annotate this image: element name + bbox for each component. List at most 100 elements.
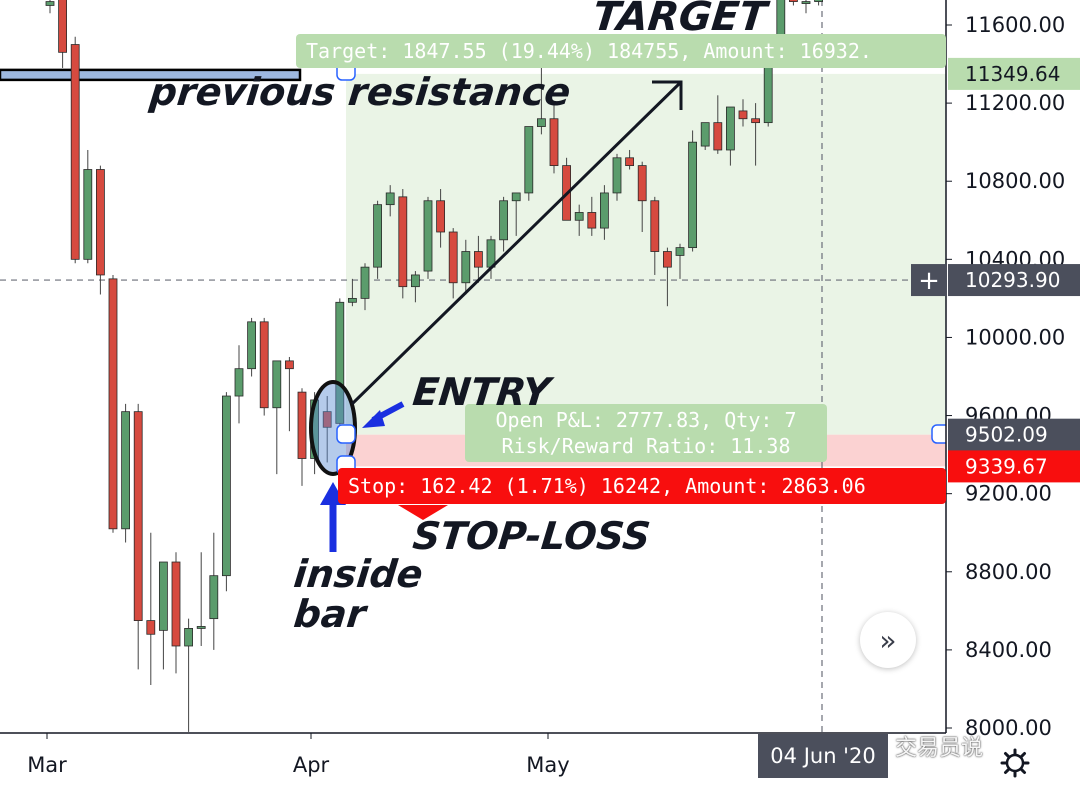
candle-body xyxy=(45,1,55,6)
candle-body xyxy=(410,274,420,288)
crosshair-price-badge-bg xyxy=(948,264,1080,297)
candle-body xyxy=(600,192,609,229)
candle-body xyxy=(360,266,370,299)
profit-zone xyxy=(346,73,946,435)
candle-body xyxy=(448,231,458,284)
candle-body xyxy=(663,251,672,268)
entry-annotation: ENTRY xyxy=(410,370,553,414)
crosshair-plus-bg xyxy=(911,264,947,297)
candle-body xyxy=(700,122,710,147)
candle-body xyxy=(121,411,130,530)
candle-body xyxy=(726,106,735,151)
crosshair-plus-icon: + xyxy=(918,266,940,296)
candle-body xyxy=(284,360,294,370)
candle-body xyxy=(209,575,219,620)
entry-price-badge-bg xyxy=(948,418,1080,451)
target-price-badge-bg xyxy=(948,57,1080,90)
time-tick-label: May xyxy=(526,753,569,777)
stop-price-badge-bg xyxy=(948,450,1080,483)
candle-body xyxy=(133,411,143,621)
inside-bar-annotation-line2: bar xyxy=(291,592,368,636)
price-tick-label: 8800.00 xyxy=(965,560,1052,584)
pnl-line-1: Open P&L: 2777.83, Qty: 7 xyxy=(495,408,797,432)
candle-body xyxy=(259,321,269,409)
stop-label-pointer xyxy=(398,505,448,520)
candle-body xyxy=(184,628,194,647)
entry-arrow-head xyxy=(362,410,385,428)
candle-body xyxy=(524,126,534,194)
candle-body xyxy=(637,165,647,202)
price-tick-label: 8000.00 xyxy=(965,716,1052,740)
candle-body xyxy=(146,620,156,635)
candle-body xyxy=(83,169,93,260)
candle-body xyxy=(751,118,760,124)
double-chevron-right-icon: » xyxy=(879,623,897,657)
candle-body xyxy=(347,297,357,303)
candle-body xyxy=(322,411,332,428)
price-tick-label: 8400.00 xyxy=(965,638,1052,662)
candle-body xyxy=(171,561,181,647)
stop-price-badge: 9339.67 xyxy=(965,454,1048,478)
candle-body xyxy=(675,247,685,256)
trend-arrow-head xyxy=(652,80,683,110)
resistance-line xyxy=(0,68,302,82)
candle-body xyxy=(511,192,521,202)
price-tick-label: 10800.00 xyxy=(965,169,1065,193)
candle-body xyxy=(814,0,823,2)
price-tick-label: 10000.00 xyxy=(965,325,1065,349)
price-tick-label: 9200.00 xyxy=(965,482,1052,506)
entry-price-badge: 9502.09 xyxy=(965,423,1048,447)
candle-body xyxy=(335,301,345,424)
time-badge: 04 Jun '20 xyxy=(758,734,888,778)
trend-arrow-line xyxy=(350,80,683,406)
gear-icon[interactable] xyxy=(1000,748,1030,778)
watermark: 交易员说 xyxy=(895,736,984,761)
candle-body xyxy=(537,118,546,127)
candle-body xyxy=(234,368,244,397)
candle-body xyxy=(688,141,697,249)
candle-body xyxy=(486,239,496,268)
target-price-badge: 11349.64 xyxy=(965,62,1060,86)
candle-body xyxy=(272,360,282,409)
previous-resistance-annotation: previous resistance xyxy=(147,70,573,114)
scroll-to-realtime-button[interactable]: » xyxy=(860,612,916,668)
target-annotation: TARGET xyxy=(590,0,769,40)
candle-body xyxy=(196,626,206,629)
candle-body xyxy=(801,1,811,4)
candle-body xyxy=(247,321,257,370)
price-scale-bg xyxy=(946,0,1080,733)
candle-body xyxy=(385,192,395,206)
pnl-box: Open P&L: 2777.83, Qty: 7 Risk/Reward Ra… xyxy=(465,404,827,462)
price-tick-label: 11600.00 xyxy=(965,13,1065,37)
time-tick-label: Mar xyxy=(27,753,67,777)
candle-body xyxy=(549,118,559,166)
candle-body xyxy=(221,395,231,577)
candle-body xyxy=(423,200,433,272)
candle-body xyxy=(713,122,723,151)
candle-body xyxy=(158,561,168,631)
candle-body xyxy=(58,0,67,53)
inside-bar-annotation-line1: inside xyxy=(291,552,426,596)
stop-label: Stop: 162.42 (1.71%) 16242, Amount: 2863… xyxy=(338,468,946,504)
time-tick-label: Apr xyxy=(293,753,330,777)
candle-body xyxy=(96,169,105,276)
candle-body xyxy=(738,110,748,120)
target-label: Target: 1847.55 (19.44%) 184755, Amount:… xyxy=(296,34,946,68)
candle-body xyxy=(625,157,634,167)
drag-handle xyxy=(336,424,356,444)
candle-body xyxy=(398,196,408,288)
candle-body xyxy=(499,200,509,241)
candle-body xyxy=(473,251,483,268)
candle-body xyxy=(108,278,118,530)
candle-body xyxy=(70,44,80,260)
candle-body xyxy=(297,391,307,459)
crosshair-price-badge: 10293.90 xyxy=(965,268,1060,292)
candle-body xyxy=(612,157,622,194)
candle-body xyxy=(650,200,660,252)
stop-loss-annotation: STOP-LOSS xyxy=(410,514,653,558)
candle-body xyxy=(436,200,446,233)
candle-body xyxy=(789,0,798,2)
candle-body xyxy=(373,204,383,268)
